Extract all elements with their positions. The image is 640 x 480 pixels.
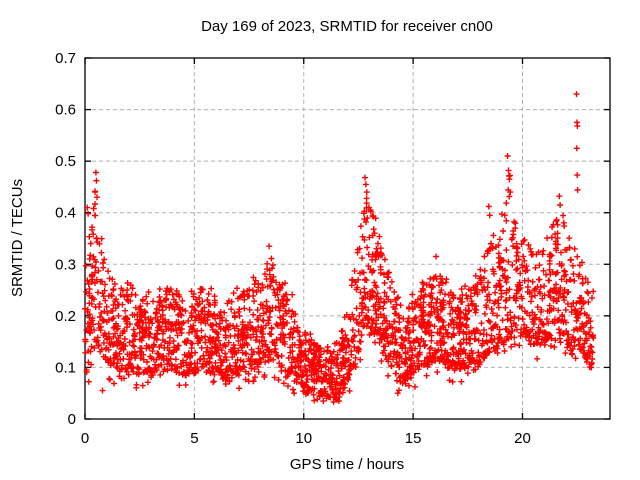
- plot-border: [84, 57, 611, 420]
- y-tick-label: 0.6: [55, 102, 76, 119]
- x-axis-label: GPS time / hours: [290, 456, 404, 473]
- chart-title: Day 169 of 2023, SRMTID for receiver cn0…: [201, 18, 493, 35]
- y-tick-label: 0.5: [55, 153, 76, 170]
- y-tick-label: 0.3: [55, 256, 76, 273]
- y-tick-label: 0.7: [55, 50, 76, 67]
- y-tick-label: 0: [68, 411, 76, 428]
- y-axis-label: SRMTID / TECUs: [9, 179, 26, 297]
- scatter-points: [82, 91, 597, 405]
- y-tick-label: 0.2: [55, 308, 76, 325]
- axes-and-ticks: [84, 57, 611, 420]
- gridlines: [85, 58, 610, 419]
- x-tick-label: 20: [514, 430, 531, 447]
- x-tick-label: 5: [190, 430, 198, 447]
- x-tick-label: 15: [405, 430, 422, 447]
- x-tick-label: 10: [295, 430, 312, 447]
- tick-labels: 0 5 10 15 20 0 0.1 0.2 0.3 0.4 0.5 0.6 0.7: [55, 50, 531, 447]
- y-tick-label: 0.1: [55, 359, 76, 376]
- y-tick-label: 0.4: [55, 205, 76, 222]
- data-points-layer: [82, 91, 597, 405]
- x-tick-label: 0: [81, 430, 89, 447]
